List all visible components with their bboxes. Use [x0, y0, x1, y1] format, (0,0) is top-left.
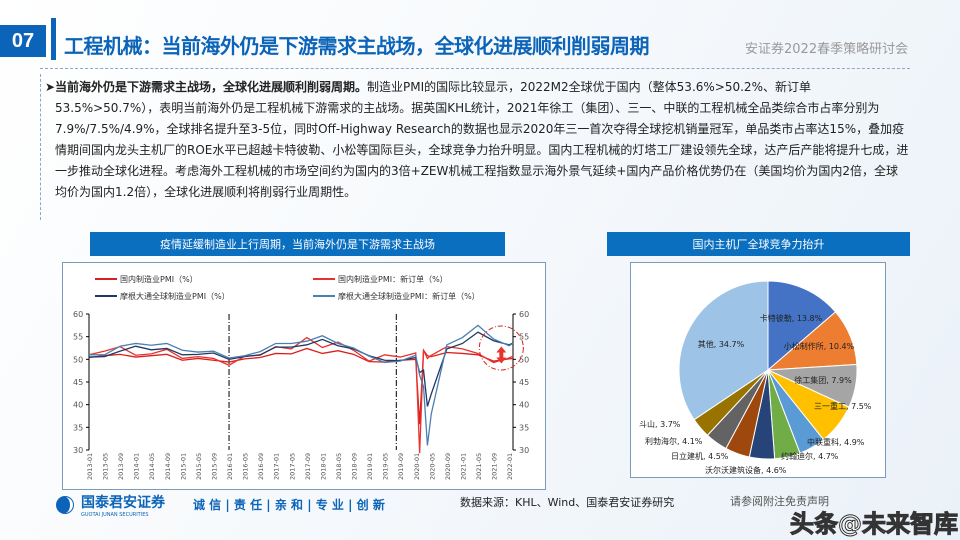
- legend-label: 国内制造业PMI：新订单（%）: [338, 274, 448, 284]
- x-tick-label: 2020-01: [413, 453, 421, 480]
- left-chart-header: 疫情延缓制造业上行周期，当前海外仍是下游需求主战场: [90, 232, 505, 256]
- highlight-circle: [478, 325, 524, 371]
- y-tick-label: 55: [73, 333, 83, 342]
- logo-english: GUOTAI JUNAN SECURITIES: [81, 512, 149, 518]
- x-tick-label: 2019-09: [397, 453, 405, 480]
- pie-label: 三一重工, 7.5%: [814, 401, 872, 411]
- x-tick-label: 2016-01: [226, 453, 234, 480]
- pie-label: 卡特彼勒, 13.8%: [760, 313, 823, 323]
- event-subtitle: 安证券2022春季策略研讨会: [745, 42, 909, 57]
- divider: [40, 68, 910, 69]
- slogan: 诚 信 | 责 任 | 亲 和 | 专 业 | 创 新: [193, 498, 385, 512]
- y-tick-label: 50: [519, 355, 529, 364]
- series-line: [89, 324, 514, 446]
- watermark: 头条@未来智库: [790, 510, 959, 538]
- summary-box: ➤ 当前海外仍是下游需求主战场，全球化进展顺利削弱周期。制造业PMI的国际比较显…: [40, 74, 910, 220]
- double-arrow-icon: [496, 346, 507, 364]
- y-tick-label: 60: [519, 310, 529, 319]
- y-tick-label: 35: [73, 423, 83, 432]
- y-tick-label: 60: [73, 310, 83, 319]
- x-tick-label: 2021-09: [491, 453, 499, 480]
- page-title: 工程机械：当前海外仍是下游需求主战场，全球化进展顺利削弱周期: [64, 34, 650, 58]
- x-tick-label: 2019-05: [382, 453, 390, 480]
- x-tick-label: 2017-01: [273, 453, 281, 480]
- x-tick-label: 2022-01: [506, 453, 514, 480]
- y-tick-label: 40: [73, 401, 83, 410]
- pie-chart: 卡特彼勒, 13.8% 小松制作所, 10.4% 徐工集团, 7.9% 三一重工, 7…: [639, 280, 872, 475]
- y-tick-label: 50: [73, 355, 83, 364]
- y-tick-label: 45: [519, 378, 529, 387]
- x-tick-label: 2013-05: [102, 453, 110, 480]
- right-chart-header: 国内主机厂全球竞争力抬升: [607, 232, 910, 256]
- series-line: [88, 347, 514, 425]
- logo-text: 国泰君安证券: [81, 495, 165, 511]
- pie-label: 沃尔沃建筑设备, 4.6%: [705, 465, 787, 475]
- pie-label: 其他, 34.7%: [698, 339, 745, 349]
- x-tick-label: 2013-09: [117, 453, 125, 480]
- x-tick-label: 2016-09: [257, 453, 265, 480]
- x-tick-label: 2021-01: [459, 453, 467, 480]
- company-logo: 国泰君安证券 GUOTAI JUNAN SECURITIES: [55, 492, 165, 518]
- x-tick-label: 2017-05: [288, 453, 296, 480]
- pie-slice: [767, 280, 837, 372]
- x-tick-label: 2021-05: [475, 453, 483, 480]
- y-tick-label: 35: [519, 423, 529, 432]
- pie-label: 中联重科, 4.9%: [807, 437, 865, 447]
- y-tick-label: 40: [519, 401, 529, 410]
- pie-label: 小松制作所, 10.4%: [784, 341, 855, 351]
- x-tick-label: 2018-05: [335, 453, 343, 480]
- x-tick-label: 2014-01: [133, 453, 141, 480]
- pie-label: 斗山, 3.7%: [639, 419, 681, 429]
- pie-label: 约翰迪尔, 4.7%: [781, 451, 839, 461]
- pie-label: 利勃海尔, 4.1%: [645, 436, 703, 446]
- x-tick-label: 2013-01: [86, 453, 94, 480]
- x-tick-label: 2018-09: [351, 453, 359, 480]
- pie-label: 徐工集团, 7.9%: [794, 375, 852, 385]
- logo-icon: [56, 496, 74, 514]
- series-line: [88, 336, 514, 454]
- summary-text: 制造业PMI的国际比较显示，2022M2全球优于国内（整体53.6%>50.2%…: [55, 80, 909, 199]
- y-tick-label: 55: [519, 333, 529, 342]
- legend-label: 国内制造业PMI（%）: [120, 274, 198, 284]
- x-tick-label: 2014-05: [148, 453, 156, 480]
- y-tick-label: 45: [73, 378, 83, 387]
- pie-label: 日立建机, 4.5%: [671, 451, 729, 461]
- bullet-arrow-icon: ➤: [45, 80, 56, 94]
- pie-slice: [678, 280, 769, 421]
- section-number: 07: [0, 25, 46, 57]
- y-tick-label: 30: [519, 446, 529, 455]
- pie-chart-frame: 卡特彼勒, 13.8% 小松制作所, 10.4% 徐工集团, 7.9% 三一重工, 7…: [630, 262, 886, 478]
- legend-label: 摩根大通全球制造业PMI：新订单（%）: [338, 291, 480, 301]
- x-tick-label: 2017-09: [304, 453, 312, 480]
- x-tick-label: 2018-01: [319, 453, 327, 480]
- summary-lead: 当前海外仍是下游需求主战场，全球化进展顺利削弱周期。: [55, 80, 368, 94]
- disclaimer: 请参阅附注免责声明: [730, 495, 829, 508]
- x-tick-label: 2019-01: [366, 453, 374, 480]
- y-tick-label: 30: [73, 446, 83, 455]
- x-tick-label: 2014-09: [164, 453, 172, 480]
- data-source: 数据来源：KHL、Wind、国泰君安证券研究: [460, 496, 675, 509]
- line-chart-frame: 30 30 35 35 40 40 45 45 50 50 55 55 60 60 2013-01 2013-…: [62, 262, 546, 490]
- x-tick-label: 2020-05: [428, 453, 436, 480]
- x-tick-label: 2015-09: [210, 453, 218, 480]
- x-tick-label: 2020-09: [444, 453, 452, 480]
- x-tick-label: 2015-01: [179, 453, 187, 480]
- title-accent-bar: [51, 18, 56, 60]
- line-chart: 30 30 35 35 40 40 45 45 50 50 55 55 60 60 2013-01 2013-…: [73, 274, 529, 480]
- x-tick-label: 2015-05: [195, 453, 203, 480]
- legend-label: 摩根大通全球制造业PMI（%）: [120, 291, 230, 301]
- x-tick-label: 2016-05: [242, 453, 250, 480]
